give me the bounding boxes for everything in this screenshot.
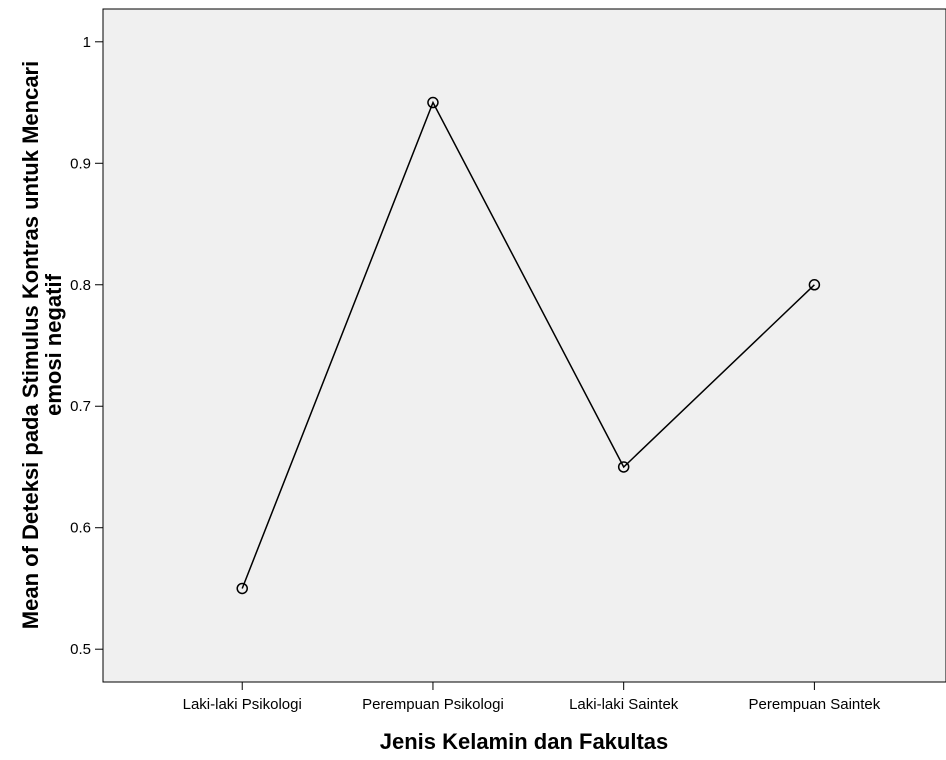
data-point	[427, 96, 439, 109]
y-tick-label: 0.9	[70, 155, 91, 172]
x-tick-label: Perempuan Saintek	[749, 696, 881, 713]
x-tick-label: Laki-laki Psikologi	[183, 696, 302, 713]
y-axis-title-line-2: emosi negatif	[41, 273, 66, 415]
plot-area	[102, 8, 946, 683]
x-tick-label: Laki-laki Saintek	[569, 696, 679, 713]
x-axis-ticks: Laki-laki Psikologi Perempuan Psikologi La…	[183, 682, 881, 713]
y-axis-ticks: 0.5 0.6 0.7 0.8 0.9 1	[70, 34, 103, 658]
data-point	[808, 279, 821, 291]
y-axis-title-line-1: Mean of Deteksi pada Stimulus Kontras un…	[18, 61, 43, 629]
data-point	[236, 582, 248, 595]
y-tick-label: 0.8	[70, 277, 91, 294]
y-axis-title: Mean of Deteksi pada Stimulus Kontras un…	[18, 61, 66, 629]
data-points	[236, 96, 821, 595]
data-point	[617, 461, 630, 473]
y-tick-label: 1	[83, 34, 91, 51]
y-tick-label: 0.6	[70, 520, 91, 537]
y-tick-label: 0.7	[70, 398, 91, 415]
y-tick-label: 0.5	[70, 641, 91, 658]
series-line	[241, 100, 815, 589]
x-tick-label: Perempuan Psikologi	[362, 696, 504, 713]
x-axis-title: Jenis Kelamin dan Fakultas	[380, 729, 669, 754]
